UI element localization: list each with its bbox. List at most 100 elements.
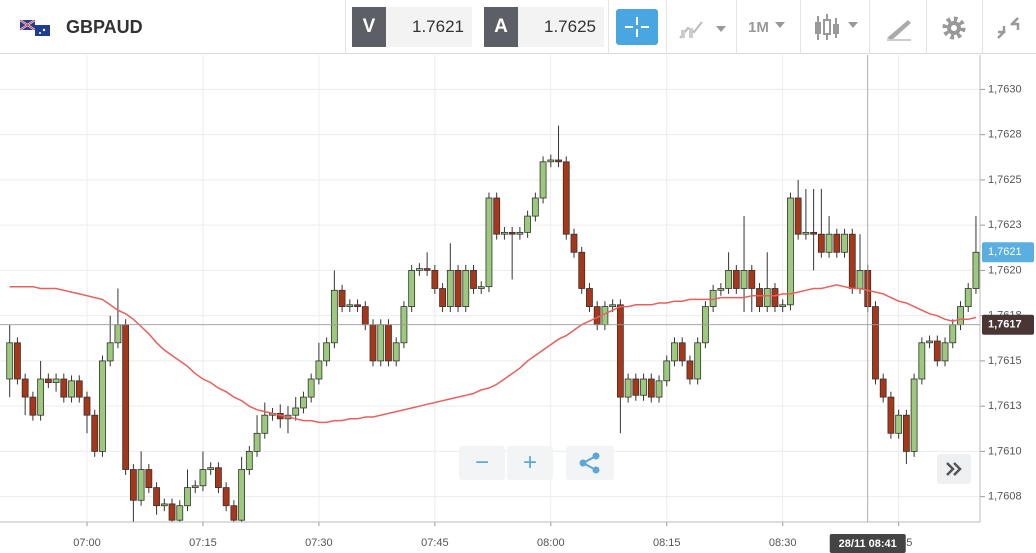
candle-body [392, 342, 400, 362]
candle-body [493, 197, 501, 235]
candle-body [941, 342, 949, 362]
chart-type-button[interactable] [678, 16, 728, 40]
y-tick-label: 1,7625 [988, 174, 1022, 186]
candle-body [230, 505, 238, 521]
x-tick-label: 07:45 [421, 537, 449, 549]
candle-style-button[interactable] [812, 12, 862, 44]
candle-body [323, 342, 331, 362]
collapse-button[interactable] [995, 15, 1021, 41]
candle-body [462, 269, 470, 308]
candle-body [895, 414, 903, 434]
candle-body [640, 378, 647, 396]
candle-body [887, 396, 895, 434]
candle-body [732, 269, 740, 289]
candle-body [215, 467, 222, 489]
candle-body [485, 197, 493, 288]
candle-body [477, 286, 485, 289]
candle-body [531, 197, 539, 217]
candle-body [176, 505, 184, 521]
candle-body [879, 378, 887, 398]
candle-body [933, 340, 941, 362]
overlay: 1,76081,76101,76131,76151,76181,76201,76… [0, 55, 1034, 553]
crosshair-button[interactable] [616, 9, 658, 45]
candle-body [810, 231, 818, 235]
candle-body [454, 269, 462, 308]
candle-body [75, 380, 83, 398]
candle-body [191, 485, 199, 489]
x-tick-label: 07:30 [305, 537, 333, 549]
timeframe-button[interactable]: 1M [748, 19, 769, 36]
draw-button[interactable] [884, 14, 914, 42]
bid-price[interactable]: 1.7621 [386, 7, 472, 47]
symbol: GBPAUD [66, 17, 143, 37]
candle-body [756, 288, 763, 308]
crosshair-x-box [829, 534, 906, 553]
candle-body [14, 342, 21, 380]
candle-body [593, 306, 601, 326]
candle-body [787, 197, 794, 306]
candle-body [555, 159, 562, 163]
candle-body [817, 233, 825, 253]
candle-body [52, 378, 60, 384]
crosshair-x-label: 28/11 08:41 [839, 538, 897, 550]
ask-price[interactable]: 1.7625 [518, 7, 604, 47]
candle-body [199, 469, 207, 487]
candle-body [748, 269, 756, 289]
y-tick-label: 1,7620 [988, 264, 1022, 276]
candle-body [307, 378, 315, 398]
candle-body [99, 360, 106, 452]
candle-body [361, 306, 369, 326]
candle-body [957, 306, 964, 326]
zoom-out-button[interactable]: − [459, 446, 505, 480]
candle-body [802, 231, 810, 235]
candle-body [570, 233, 578, 253]
ask-label: A [484, 7, 518, 47]
candle-body [501, 231, 508, 235]
candle-body [431, 269, 439, 289]
y-tick-label: 1,7608 [988, 491, 1022, 503]
candle-body [841, 233, 848, 253]
y-tick-label: 1,7630 [988, 83, 1022, 95]
candle-body [114, 324, 122, 344]
candle-body [663, 360, 671, 382]
moving-average-line [9, 284, 977, 424]
candle-body [21, 378, 29, 398]
candle-body [725, 269, 732, 289]
toolbar: GBPAUD V 1.7621 A 1.7625 1M [0, 0, 1036, 54]
flag-icon [20, 20, 50, 36]
candle-body [245, 451, 253, 470]
candle-body [346, 304, 354, 308]
zoom-in-button[interactable]: + [507, 446, 553, 480]
candle-body [44, 378, 52, 384]
scroll-end-button[interactable] [937, 454, 971, 484]
candle-body [616, 304, 624, 398]
candle-body [369, 324, 377, 362]
candle-body [671, 342, 678, 362]
candle-body [106, 342, 114, 362]
candle-body [122, 324, 130, 470]
x-tick-label: 07:15 [189, 537, 217, 549]
candle-body [83, 396, 91, 416]
candle-body [91, 414, 99, 452]
current-price-box [982, 242, 1034, 263]
candle-body [771, 288, 779, 308]
candle-body [377, 324, 385, 362]
candle-body [137, 469, 145, 501]
candle-body [222, 487, 230, 507]
current-price-label: 1,7621 [988, 246, 1022, 258]
candle-body [655, 380, 663, 398]
x-tick-label: 08:00 [537, 537, 565, 549]
candle-body [833, 233, 841, 253]
candle-body [300, 396, 307, 409]
share-button[interactable] [566, 446, 614, 480]
candle-body [949, 324, 957, 344]
candle-body [470, 269, 477, 289]
candle-body [686, 360, 694, 380]
candle-body [423, 268, 431, 271]
candle-body [717, 288, 725, 291]
y-tick-label: 1,7628 [988, 129, 1022, 141]
candle-body [972, 251, 980, 289]
settings-button[interactable] [940, 14, 968, 42]
candle-body [238, 469, 246, 521]
candle-body [129, 469, 137, 501]
